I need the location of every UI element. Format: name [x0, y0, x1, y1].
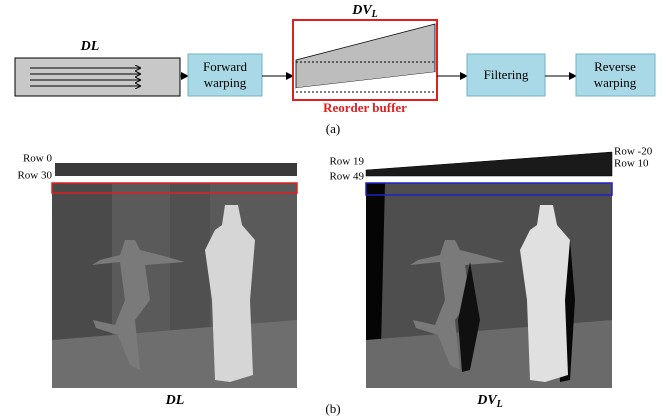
reorder-buffer	[293, 20, 437, 100]
caption: (a)	[326, 121, 340, 136]
image-caption: DL	[165, 393, 185, 408]
label-main: DV	[476, 393, 498, 408]
box-label: warping	[594, 75, 637, 90]
figure: DL Forward warping DVL Reorder buffer Fi…	[0, 0, 667, 417]
reorder-label: Reorder buffer	[323, 100, 407, 115]
row-label: Row 10	[614, 158, 649, 170]
row-label: Row 0	[23, 153, 53, 165]
box-label: Filtering	[484, 67, 529, 82]
depth-map	[52, 163, 297, 388]
row-label: Row 49	[329, 171, 364, 183]
image-caption: DVL	[476, 393, 503, 410]
row-label: Row 30	[17, 170, 52, 182]
box-label: Forward	[203, 59, 248, 74]
label-sub: L	[496, 399, 503, 410]
caption: (b)	[325, 401, 340, 416]
row-label: Row -20	[614, 146, 653, 158]
depth-map	[366, 152, 612, 388]
box-label: Reverse	[594, 59, 636, 74]
row-label: Row 19	[329, 156, 364, 168]
box-label: warping	[204, 75, 247, 90]
label-sub: L	[371, 9, 378, 20]
label-main: DV	[351, 3, 373, 18]
input-block	[15, 58, 180, 96]
input-label: DL	[80, 39, 100, 54]
buffer-label: DVL	[351, 3, 378, 20]
